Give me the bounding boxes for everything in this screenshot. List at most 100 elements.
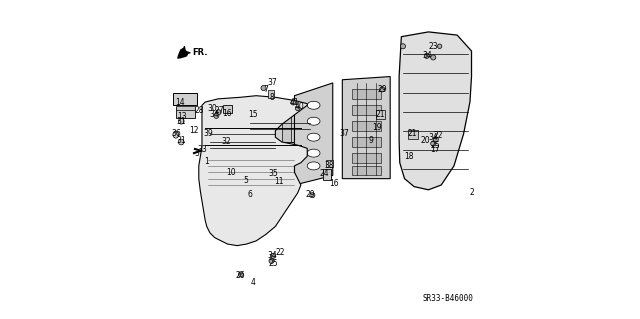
- Circle shape: [296, 106, 300, 111]
- Text: 13: 13: [177, 112, 187, 121]
- Circle shape: [216, 110, 221, 115]
- Text: 12: 12: [189, 126, 199, 135]
- Bar: [173, 93, 196, 105]
- Text: 11: 11: [274, 177, 284, 186]
- Circle shape: [401, 44, 406, 49]
- Bar: [352, 153, 381, 163]
- Bar: [352, 137, 381, 147]
- Ellipse shape: [307, 101, 320, 109]
- Text: 30: 30: [207, 104, 217, 113]
- Bar: [248, 104, 312, 142]
- Text: 20: 20: [420, 136, 430, 145]
- Circle shape: [424, 53, 429, 58]
- Bar: [176, 106, 195, 110]
- Ellipse shape: [307, 133, 320, 141]
- Bar: [323, 169, 332, 180]
- Text: 26: 26: [236, 271, 245, 280]
- Text: 19: 19: [372, 123, 382, 132]
- Text: 25: 25: [430, 141, 440, 150]
- Bar: [256, 104, 266, 142]
- Text: 6: 6: [248, 190, 252, 199]
- Text: 37: 37: [268, 78, 277, 87]
- Text: 27: 27: [214, 106, 225, 115]
- Bar: [326, 160, 333, 167]
- Text: 36: 36: [171, 130, 180, 138]
- Text: 17: 17: [430, 145, 440, 154]
- PathPatch shape: [199, 96, 307, 246]
- Bar: [282, 104, 291, 142]
- Ellipse shape: [307, 117, 320, 125]
- Text: SR33-B46000: SR33-B46000: [422, 294, 473, 303]
- Bar: [252, 144, 310, 160]
- Bar: [408, 130, 418, 139]
- Bar: [352, 121, 381, 131]
- Text: 38: 38: [324, 161, 334, 170]
- Text: 7: 7: [263, 85, 268, 94]
- Text: 31: 31: [177, 136, 186, 145]
- Text: FR.: FR.: [192, 48, 207, 57]
- Circle shape: [238, 272, 243, 277]
- Text: 32: 32: [221, 137, 230, 146]
- Text: 4: 4: [251, 278, 255, 287]
- Text: 24: 24: [320, 169, 330, 178]
- Text: 10: 10: [226, 168, 236, 177]
- Text: 33: 33: [197, 145, 207, 154]
- PathPatch shape: [342, 77, 390, 179]
- Circle shape: [179, 139, 184, 145]
- Text: 8: 8: [269, 93, 274, 102]
- Circle shape: [271, 253, 276, 258]
- Text: 9: 9: [369, 136, 374, 145]
- PathPatch shape: [294, 83, 333, 185]
- Circle shape: [380, 87, 385, 92]
- Circle shape: [291, 100, 296, 105]
- Text: 39: 39: [204, 129, 213, 138]
- Circle shape: [261, 85, 266, 91]
- Text: 3: 3: [195, 149, 200, 158]
- Circle shape: [214, 113, 219, 118]
- Text: 28: 28: [195, 106, 205, 115]
- Ellipse shape: [173, 131, 179, 138]
- Circle shape: [310, 193, 315, 198]
- Bar: [352, 89, 381, 99]
- Text: 18: 18: [404, 152, 413, 161]
- Text: 22: 22: [275, 248, 285, 256]
- Ellipse shape: [307, 162, 320, 170]
- Bar: [301, 104, 310, 142]
- Circle shape: [269, 258, 274, 263]
- Text: 34: 34: [422, 51, 432, 60]
- Text: 34: 34: [268, 251, 277, 260]
- Bar: [352, 166, 381, 175]
- Text: 15: 15: [248, 110, 258, 119]
- Text: 34: 34: [428, 133, 438, 142]
- Ellipse shape: [307, 149, 320, 157]
- Text: 25: 25: [269, 259, 278, 268]
- Text: 21: 21: [376, 110, 385, 119]
- Circle shape: [179, 118, 184, 124]
- Text: 29: 29: [306, 190, 316, 199]
- Text: 41: 41: [290, 98, 300, 107]
- Text: 14: 14: [175, 98, 185, 107]
- Text: 2: 2: [469, 189, 474, 197]
- Circle shape: [433, 137, 438, 142]
- Bar: [223, 105, 232, 113]
- PathPatch shape: [399, 32, 472, 190]
- Text: 22: 22: [433, 131, 443, 140]
- Text: 31: 31: [177, 117, 186, 126]
- Text: 5: 5: [244, 176, 248, 185]
- Text: 29: 29: [378, 85, 387, 94]
- Text: 40: 40: [294, 102, 304, 111]
- Bar: [376, 110, 385, 119]
- Circle shape: [437, 44, 442, 48]
- Text: 16: 16: [223, 109, 232, 118]
- Text: 34: 34: [210, 110, 220, 119]
- Bar: [352, 105, 381, 115]
- Text: 21: 21: [408, 130, 417, 138]
- Text: 37: 37: [339, 130, 349, 138]
- Circle shape: [431, 55, 436, 60]
- Bar: [176, 107, 195, 118]
- Bar: [268, 90, 274, 98]
- Circle shape: [431, 141, 436, 146]
- Text: 1: 1: [204, 157, 209, 166]
- Text: 16: 16: [330, 179, 339, 188]
- Text: 23: 23: [428, 42, 438, 51]
